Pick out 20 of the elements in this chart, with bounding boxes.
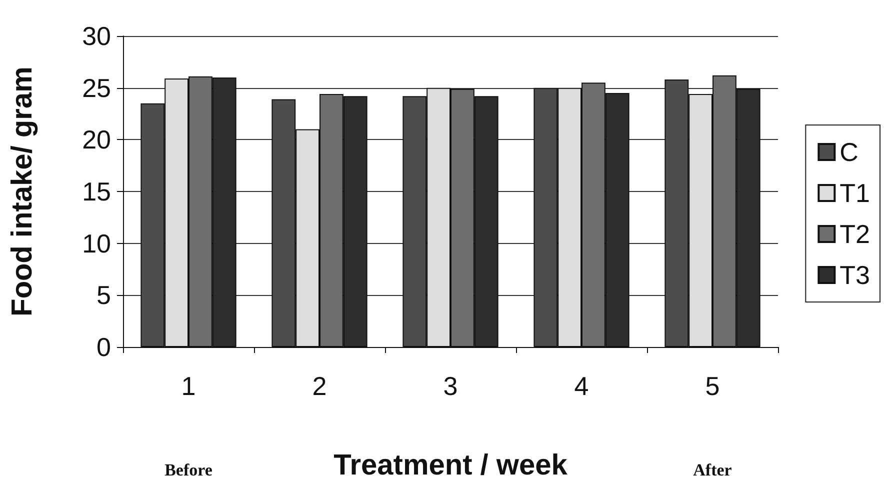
x-tick-label: 4 xyxy=(574,371,589,401)
y-tick-label: 0 xyxy=(96,332,111,362)
y-tick-label: 5 xyxy=(96,280,111,310)
legend-label: T2 xyxy=(840,219,870,249)
y-axis-title: Food intake/ gram xyxy=(6,66,38,316)
y-tick-label: 30 xyxy=(82,21,111,51)
legend-label: C xyxy=(840,137,858,167)
x-tick-label: 3 xyxy=(443,371,458,401)
y-tick-label: 10 xyxy=(82,228,111,258)
text: After xyxy=(693,460,732,480)
legend-label: T1 xyxy=(840,178,870,208)
x-axis-title: Treatment / week xyxy=(334,450,568,482)
y-tick-label: 15 xyxy=(82,176,111,206)
y-tick-label: 25 xyxy=(82,72,111,103)
legend-label: T3 xyxy=(840,260,870,290)
y-tick-label: 20 xyxy=(82,124,111,155)
x-tick-label: 1 xyxy=(181,371,196,401)
x-tick-label: 5 xyxy=(705,371,720,401)
text: Before xyxy=(164,460,213,480)
x-tick-label: 2 xyxy=(312,371,327,401)
